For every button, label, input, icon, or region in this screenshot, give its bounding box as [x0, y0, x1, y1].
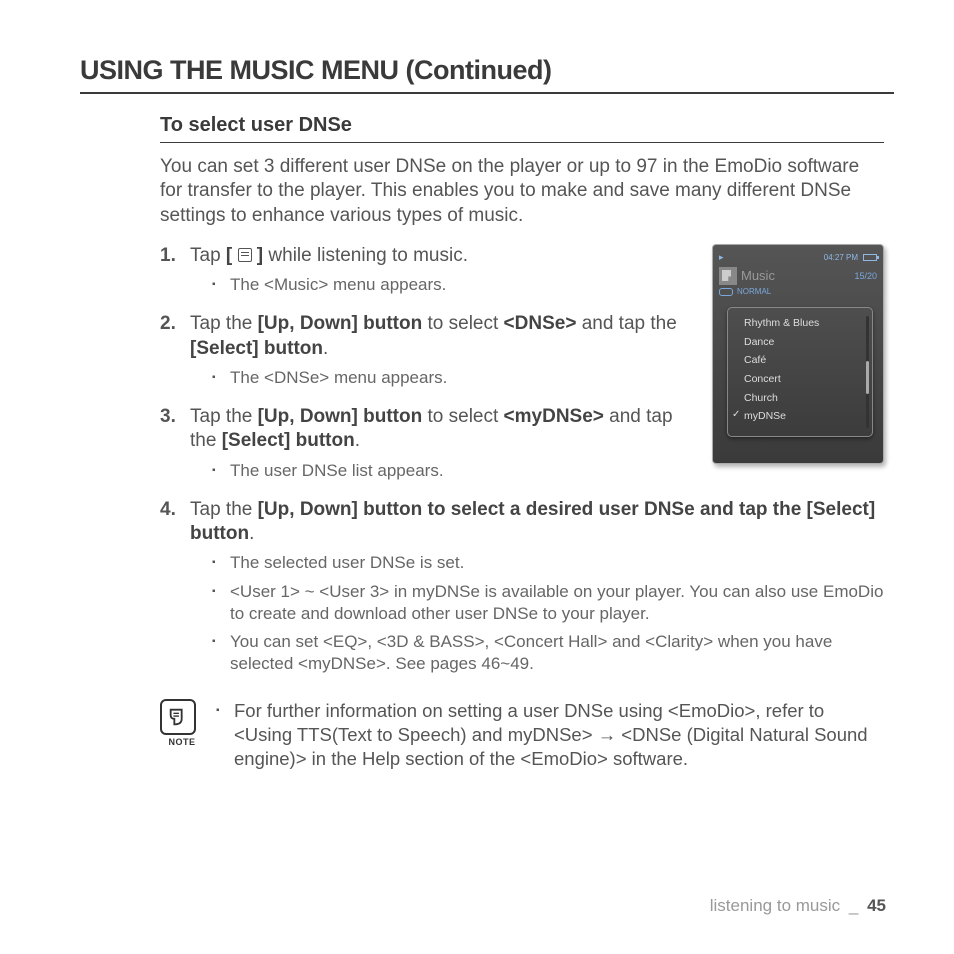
- device-screenshot: ▸ 04:27 PM Music 15/20 NORMAL Rhythm & B…: [712, 244, 884, 464]
- note-icon: [160, 699, 196, 735]
- footer-separator: _: [849, 896, 858, 915]
- note-label: NOTE: [160, 737, 204, 747]
- device-menu-item: Rhythm & Blues: [732, 314, 868, 333]
- steps-list-continued: 4.Tap the [Up, Down] button to select a …: [160, 498, 884, 687]
- step-1: 1.Tap [ ] while listening to music.The <…: [160, 244, 694, 308]
- footer-page-number: 45: [867, 896, 886, 915]
- device-menu-item: Dance: [732, 333, 868, 352]
- steps-list: 1.Tap [ ] while listening to music.The <…: [160, 244, 694, 494]
- step-2: 2.Tap the [Up, Down] button to select <D…: [160, 312, 694, 401]
- device-menu-item: Church: [732, 389, 868, 408]
- note-block: NOTE For further information on setting …: [160, 699, 884, 771]
- note-text: For further information on setting a use…: [234, 699, 884, 771]
- device-menu-item: Café: [732, 351, 868, 370]
- device-popup-menu: Rhythm & BluesDanceCaféConcertChurchmyDN…: [727, 307, 873, 437]
- device-menu-item: myDNSe: [732, 407, 868, 426]
- device-menu-item: Concert: [732, 370, 868, 389]
- music-note-icon: [719, 267, 737, 285]
- repeat-icon: [719, 288, 733, 296]
- page-footer: listening to music _ 45: [710, 896, 886, 916]
- intro-text: You can set 3 different user DNSe on the…: [160, 155, 884, 228]
- device-status: NORMAL: [737, 287, 771, 296]
- scrollbar: [866, 316, 869, 428]
- battery-icon: [863, 254, 877, 261]
- footer-section: listening to music: [710, 896, 840, 915]
- content-area: To select user DNSe You can set 3 differ…: [90, 114, 894, 771]
- page-title: USING THE MUSIC MENU (Continued): [80, 55, 894, 94]
- device-time: 04:27 PM: [824, 253, 858, 262]
- device-title: Music: [741, 268, 775, 283]
- section-title: To select user DNSe: [160, 114, 884, 143]
- step-4: 4.Tap the [Up, Down] button to select a …: [160, 498, 884, 687]
- device-track-count: 15/20: [854, 271, 877, 281]
- step-3: 3.Tap the [Up, Down] button to select <m…: [160, 405, 694, 494]
- menu-icon: [238, 248, 252, 262]
